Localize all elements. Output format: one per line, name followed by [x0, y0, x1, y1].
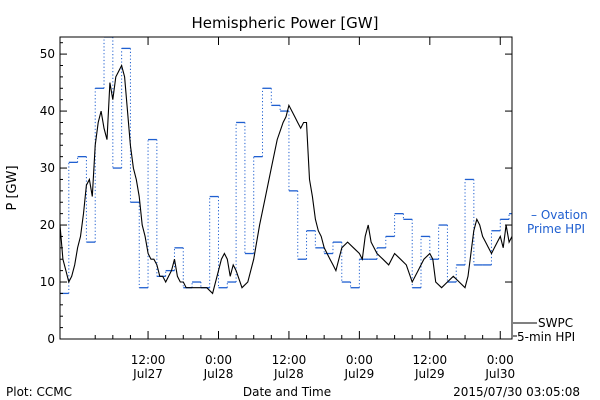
- y-axis-label: P [GW]: [5, 165, 20, 210]
- y-tick-label-0: 0: [47, 332, 55, 346]
- legend-swpc-line2: 5-min HPI: [517, 330, 575, 344]
- x-tick-label-time: 12:00: [413, 353, 448, 367]
- x-tick-label-date: Jul27: [132, 367, 163, 381]
- series-swpc-line: [60, 63, 512, 295]
- x-tick-label-date: Jul28: [203, 367, 234, 381]
- y-tick-label-10: 10: [40, 275, 55, 289]
- x-tick-label-date: Jul29: [344, 367, 375, 381]
- y-tick-label-30: 30: [40, 161, 55, 175]
- plot-frame: [59, 36, 513, 340]
- x-tick-label-time: 0:00: [346, 353, 373, 367]
- x-axis: 12:00Jul270:00Jul2812:00Jul280:00Jul2912…: [94, 37, 515, 381]
- x-tick-label-time: 12:00: [131, 353, 166, 367]
- x-tick-label-time: 0:00: [487, 353, 514, 367]
- x-tick-label-time: 12:00: [272, 353, 307, 367]
- series-ovation: [60, 37, 512, 295]
- legend-swpc-line1: SWPC: [538, 316, 573, 330]
- x-tick-label-date: Jul30: [484, 367, 515, 381]
- legend: – Ovation Prime HPI SWPC 5-min HPI: [513, 208, 588, 344]
- x-tick-label-date: Jul29: [414, 367, 445, 381]
- y-axis: 0 10 20 30 40 50: [40, 42, 512, 346]
- y-tick-label-40: 40: [40, 104, 55, 118]
- y-tick-label-50: 50: [40, 47, 55, 61]
- x-tick-label-time: 0:00: [205, 353, 232, 367]
- y-tick-label-20: 20: [40, 218, 55, 232]
- legend-ovation-line2: Prime HPI: [527, 222, 585, 236]
- chart-title: Hemispheric Power [GW]: [192, 14, 379, 32]
- x-tick-label-date: Jul28: [273, 367, 304, 381]
- legend-ovation-line1: – Ovation: [531, 208, 588, 222]
- plot-credit: Plot: CCMC: [6, 385, 72, 399]
- timestamp: 2015/07/30 03:05:08: [453, 385, 580, 399]
- x-axis-label: Date and Time: [243, 385, 331, 399]
